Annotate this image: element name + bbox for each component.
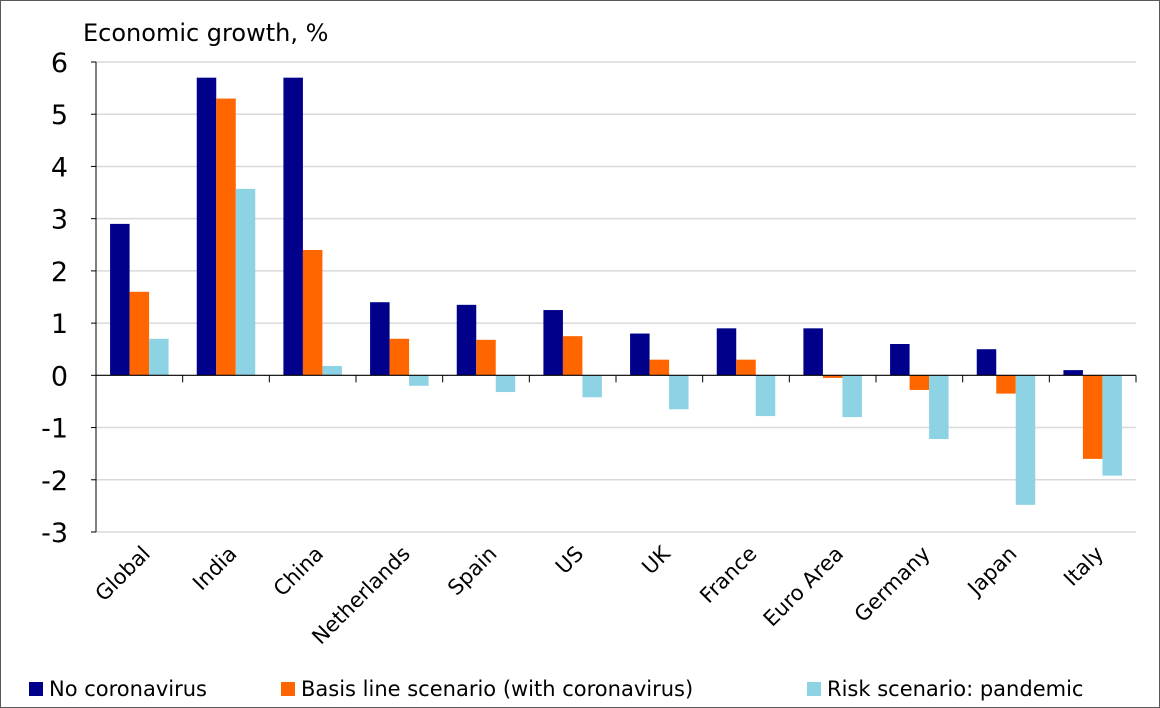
legend-label: No coronavirus (49, 677, 207, 701)
axes (91, 61, 1137, 533)
x-category-label: India (188, 542, 241, 595)
x-category-label: US (551, 542, 588, 579)
x-category-label: France (695, 542, 761, 608)
bar (129, 291, 150, 376)
bar (235, 188, 256, 376)
bar (389, 338, 410, 376)
bar (476, 339, 496, 376)
bar (1063, 370, 1083, 376)
x-category-label: Global (91, 542, 155, 606)
y-tick-label: 0 (51, 361, 68, 392)
bar (842, 375, 862, 418)
y-tick-labels: 6 5 4 3 2 1 0 -1 -2 -3 (41, 48, 68, 549)
x-category-label: Euro Area (759, 542, 849, 632)
bars (110, 77, 1122, 505)
legend: No coronavirus Basis line scenario (with … (29, 677, 1083, 701)
bar (716, 328, 737, 376)
bar (669, 375, 689, 410)
bar (736, 359, 756, 376)
legend-swatch (29, 682, 43, 696)
bar (996, 375, 1016, 394)
x-category-label: UK (637, 541, 675, 579)
x-category-label: China (269, 542, 328, 601)
bar (630, 333, 650, 376)
bar (976, 349, 997, 376)
bar (649, 359, 670, 376)
bar (110, 223, 130, 376)
bar (302, 250, 323, 376)
y-tick-label: -2 (41, 466, 68, 497)
y-tick-label: -3 (41, 518, 68, 549)
bar (409, 375, 429, 386)
x-category-label: Spain (443, 542, 501, 600)
bar (495, 375, 516, 393)
bar (322, 365, 342, 376)
bar (216, 98, 236, 376)
bar (283, 77, 303, 376)
y-tick-label: 5 (51, 100, 68, 131)
x-category-label: Germany (850, 542, 935, 627)
y-tick-label: 3 (51, 205, 68, 236)
bar (929, 375, 949, 440)
x-category-label: Italy (1059, 542, 1108, 591)
legend-label: Basis line scenario (with coronavirus) (301, 677, 693, 701)
y-tick-label: 1 (51, 309, 68, 340)
bar (196, 77, 217, 376)
bar (755, 375, 776, 417)
legend-swatch (807, 682, 821, 696)
bar (1015, 375, 1036, 505)
y-tick-label: 6 (51, 48, 68, 79)
bar (370, 302, 390, 376)
y-tick-label: -1 (41, 414, 68, 445)
bar (582, 375, 602, 398)
legend-label: Risk scenario: pandemic (827, 677, 1083, 701)
bar (562, 336, 583, 376)
bar (149, 338, 169, 376)
bar (456, 304, 477, 376)
bar (803, 328, 823, 376)
bar (1102, 375, 1122, 476)
legend-swatch (281, 682, 295, 696)
x-category-label: Japan (962, 542, 1022, 602)
bar (1082, 375, 1103, 459)
gridlines (96, 61, 1136, 533)
y-tick-label: 4 (51, 152, 68, 183)
bar (890, 344, 910, 376)
y-axis-title: Economic growth, % (83, 19, 328, 47)
bar (909, 375, 930, 390)
bar (822, 375, 843, 378)
bar (543, 310, 563, 376)
y-tick-label: 2 (51, 257, 68, 288)
